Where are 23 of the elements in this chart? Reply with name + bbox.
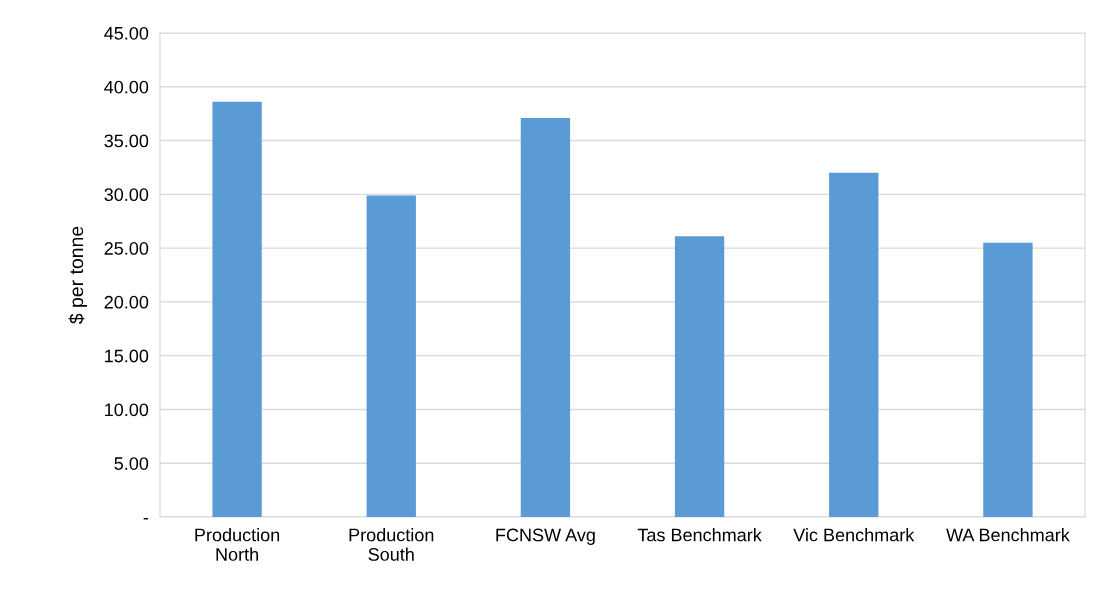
y-tick-label: 15.00 bbox=[105, 349, 149, 363]
bar bbox=[829, 172, 879, 517]
bar bbox=[674, 236, 725, 517]
y-tick-label: 45.00 bbox=[104, 26, 149, 40]
y-tick-label: 35.00 bbox=[104, 134, 149, 148]
bar bbox=[983, 242, 1033, 517]
y-tick-label: 10.00 bbox=[105, 403, 149, 417]
y-tick-label: - bbox=[143, 518, 149, 520]
bar bbox=[212, 101, 262, 517]
x-tick-label: WA Benchmark bbox=[946, 528, 1070, 542]
y-tick-label: 20.00 bbox=[104, 295, 149, 309]
x-tick-label: Vic Benchmark bbox=[793, 528, 915, 542]
y-tick-label: 5.00 bbox=[114, 457, 149, 470]
x-tick-label: Tas Benchmark bbox=[637, 528, 762, 542]
y-axis-title: $ per tonne bbox=[68, 226, 88, 324]
x-tick-label: Production South bbox=[349, 528, 434, 561]
bar bbox=[520, 117, 571, 517]
bar bbox=[366, 195, 416, 517]
x-tick-label: FCNSW Avg bbox=[496, 528, 595, 545]
y-tick-label: 30.00 bbox=[104, 188, 149, 202]
y-tick-label: 40.00 bbox=[104, 80, 149, 94]
y-tick-label: 25.00 bbox=[104, 242, 149, 255]
x-tick-label: Production North bbox=[195, 528, 280, 561]
